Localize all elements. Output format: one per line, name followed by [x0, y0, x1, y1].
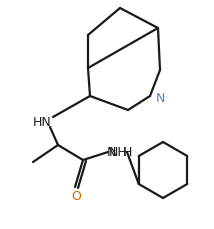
Text: NH: NH	[109, 145, 127, 158]
Text: O: O	[71, 190, 81, 202]
Text: HN: HN	[33, 115, 51, 128]
Text: N: N	[156, 92, 165, 104]
Text: N: N	[107, 145, 116, 158]
Text: H: H	[123, 145, 132, 158]
